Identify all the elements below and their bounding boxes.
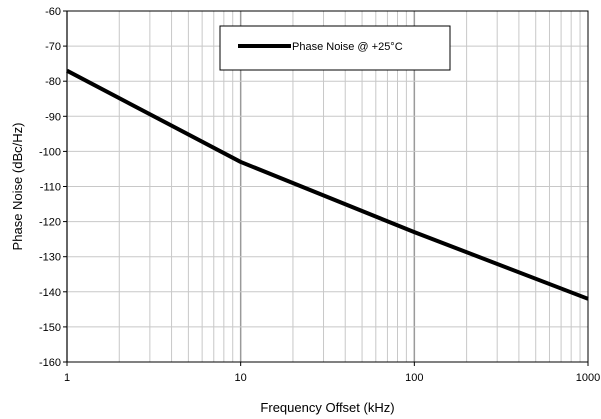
legend: Phase Noise @ +25°C xyxy=(219,25,451,71)
y-tick-label: -60 xyxy=(45,6,61,18)
y-tick-label: -90 xyxy=(45,111,61,123)
x-tick-label: 1000 xyxy=(576,372,600,384)
x-tick-label: 10 xyxy=(235,372,247,384)
series-group xyxy=(66,68,589,301)
x-tick-label: 100 xyxy=(405,372,423,384)
x-axis-title: Frequency Offset (kHz) xyxy=(260,400,394,415)
x-axis-ticks: 1 10 100 1000 xyxy=(64,362,600,384)
y-tick-label: -100 xyxy=(39,146,61,158)
legend-label: Phase Noise @ +25°C xyxy=(292,41,403,53)
y-tick-label: -120 xyxy=(39,217,61,229)
y-tick-label: -110 xyxy=(40,182,61,194)
y-tick-label: -140 xyxy=(39,287,61,299)
y-axis-ticks: -60 -70 -80 -90 -100 -110 -120 -130 -140 -150 -160 xyxy=(39,6,67,369)
y-axis-title: Phase Noise (dBc/Hz) xyxy=(10,123,25,251)
series-line xyxy=(66,68,589,301)
y-tick-label: -160 xyxy=(39,357,61,369)
y-tick-label: -150 xyxy=(39,322,61,334)
y-tick-label: -70 xyxy=(45,41,61,53)
y-tick-label: -80 xyxy=(45,76,61,88)
x-tick-label: 1 xyxy=(64,372,70,384)
y-tick-label: -130 xyxy=(39,252,61,264)
